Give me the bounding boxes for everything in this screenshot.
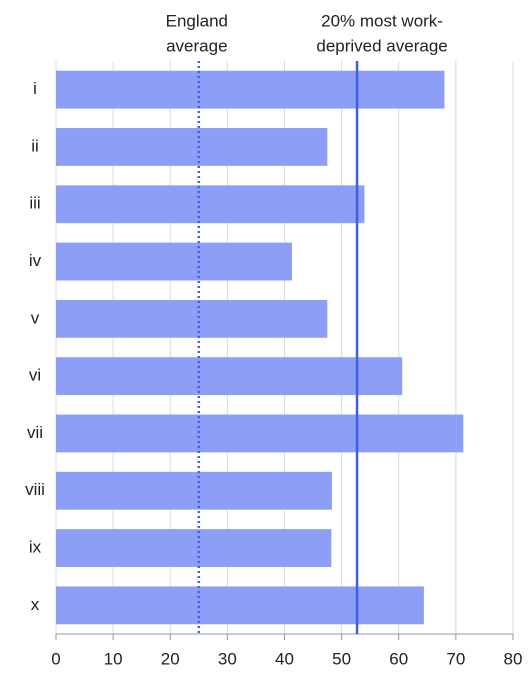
x-tick-label: 10 [104, 649, 123, 668]
x-tick-label: 40 [275, 649, 294, 668]
x-tick-label: 50 [332, 649, 351, 668]
reference-label: England [166, 11, 228, 30]
bar [56, 586, 424, 625]
y-tick-label: ix [29, 538, 42, 557]
x-tick-label: 80 [504, 649, 523, 668]
bar [56, 357, 403, 396]
bar [56, 529, 332, 567]
x-tick-label: 0 [51, 649, 60, 668]
bar [56, 414, 464, 453]
x-tick-label: 20 [161, 649, 180, 668]
bar [56, 299, 328, 338]
y-tick-label: vi [29, 366, 41, 385]
y-tick-label: v [31, 308, 40, 327]
x-tick-label: 60 [389, 649, 408, 668]
reference-label: average [166, 36, 227, 55]
x-tick-label: 70 [446, 649, 465, 668]
y-tick-label: iii [29, 194, 40, 213]
y-tick-label: ii [31, 136, 39, 155]
y-tick-label: vii [27, 423, 43, 442]
bar [56, 185, 365, 224]
y-tick-label: x [31, 595, 40, 614]
x-tick-label: 30 [218, 649, 237, 668]
bar [56, 128, 328, 166]
y-tick-label: viii [25, 480, 45, 499]
bar [56, 242, 292, 281]
reference-label: deprived average [316, 36, 447, 55]
y-tick-label: iv [29, 251, 42, 270]
bar [56, 70, 445, 109]
y-tick-label: i [33, 79, 37, 98]
bar [56, 471, 332, 510]
reference-label: 20% most work- [321, 11, 443, 30]
